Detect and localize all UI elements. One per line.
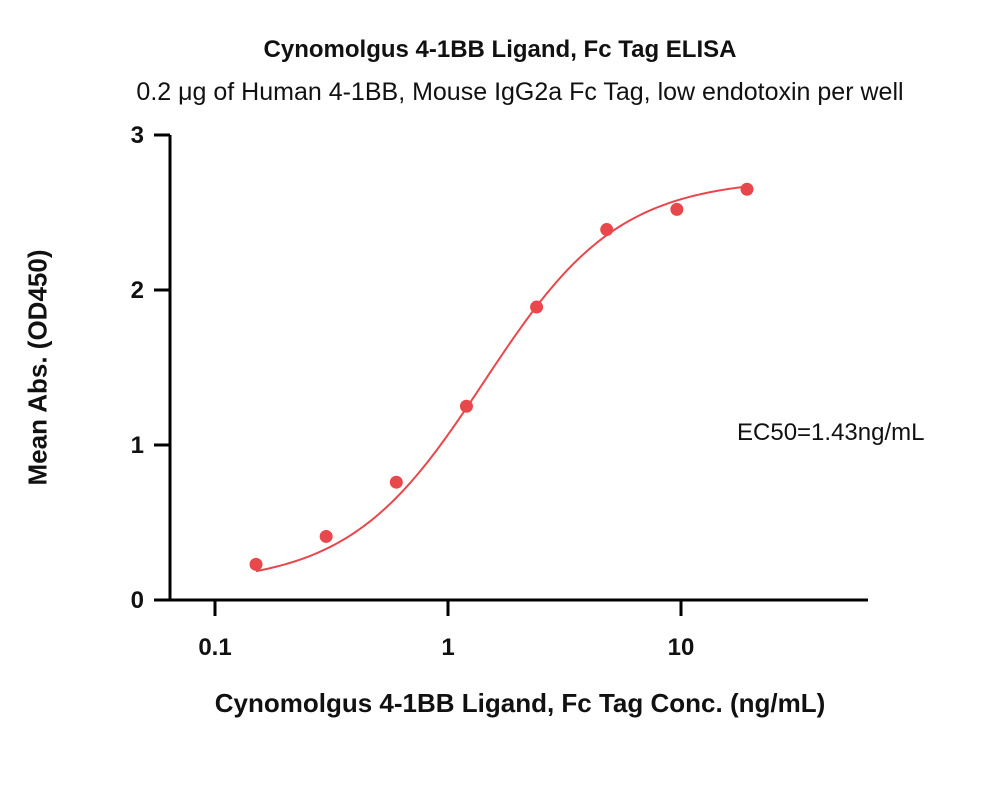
x-axis-label: Cynomolgus 4-1BB Ligand, Fc Tag Conc. (n… [214, 688, 826, 718]
y-tick-label: 3 [131, 122, 144, 149]
chart-title: Cynomolgus 4-1BB Ligand, Fc Tag ELISA [263, 36, 737, 63]
y-tick-label: 2 [131, 277, 144, 304]
chart-subtitle: 0.2 μg of Human 4-1BB, Mouse IgG2a Fc Ta… [136, 78, 904, 106]
ec50-annotation: EC50=1.43ng/mL [737, 419, 924, 446]
data-point [600, 223, 614, 237]
data-point [319, 529, 333, 543]
data-point [670, 202, 684, 216]
data-point [389, 475, 403, 489]
x-tick-label: 10 [668, 634, 695, 661]
fit-curve [255, 185, 748, 573]
data-point [249, 557, 263, 571]
data-point [740, 182, 754, 196]
x-tick-label: 1 [441, 634, 454, 661]
data-point [459, 399, 473, 413]
y-tick-label: 0 [131, 587, 144, 614]
data-point [530, 300, 544, 314]
y-tick-label: 1 [131, 432, 144, 459]
x-tick-label: 0.1 [198, 634, 231, 661]
